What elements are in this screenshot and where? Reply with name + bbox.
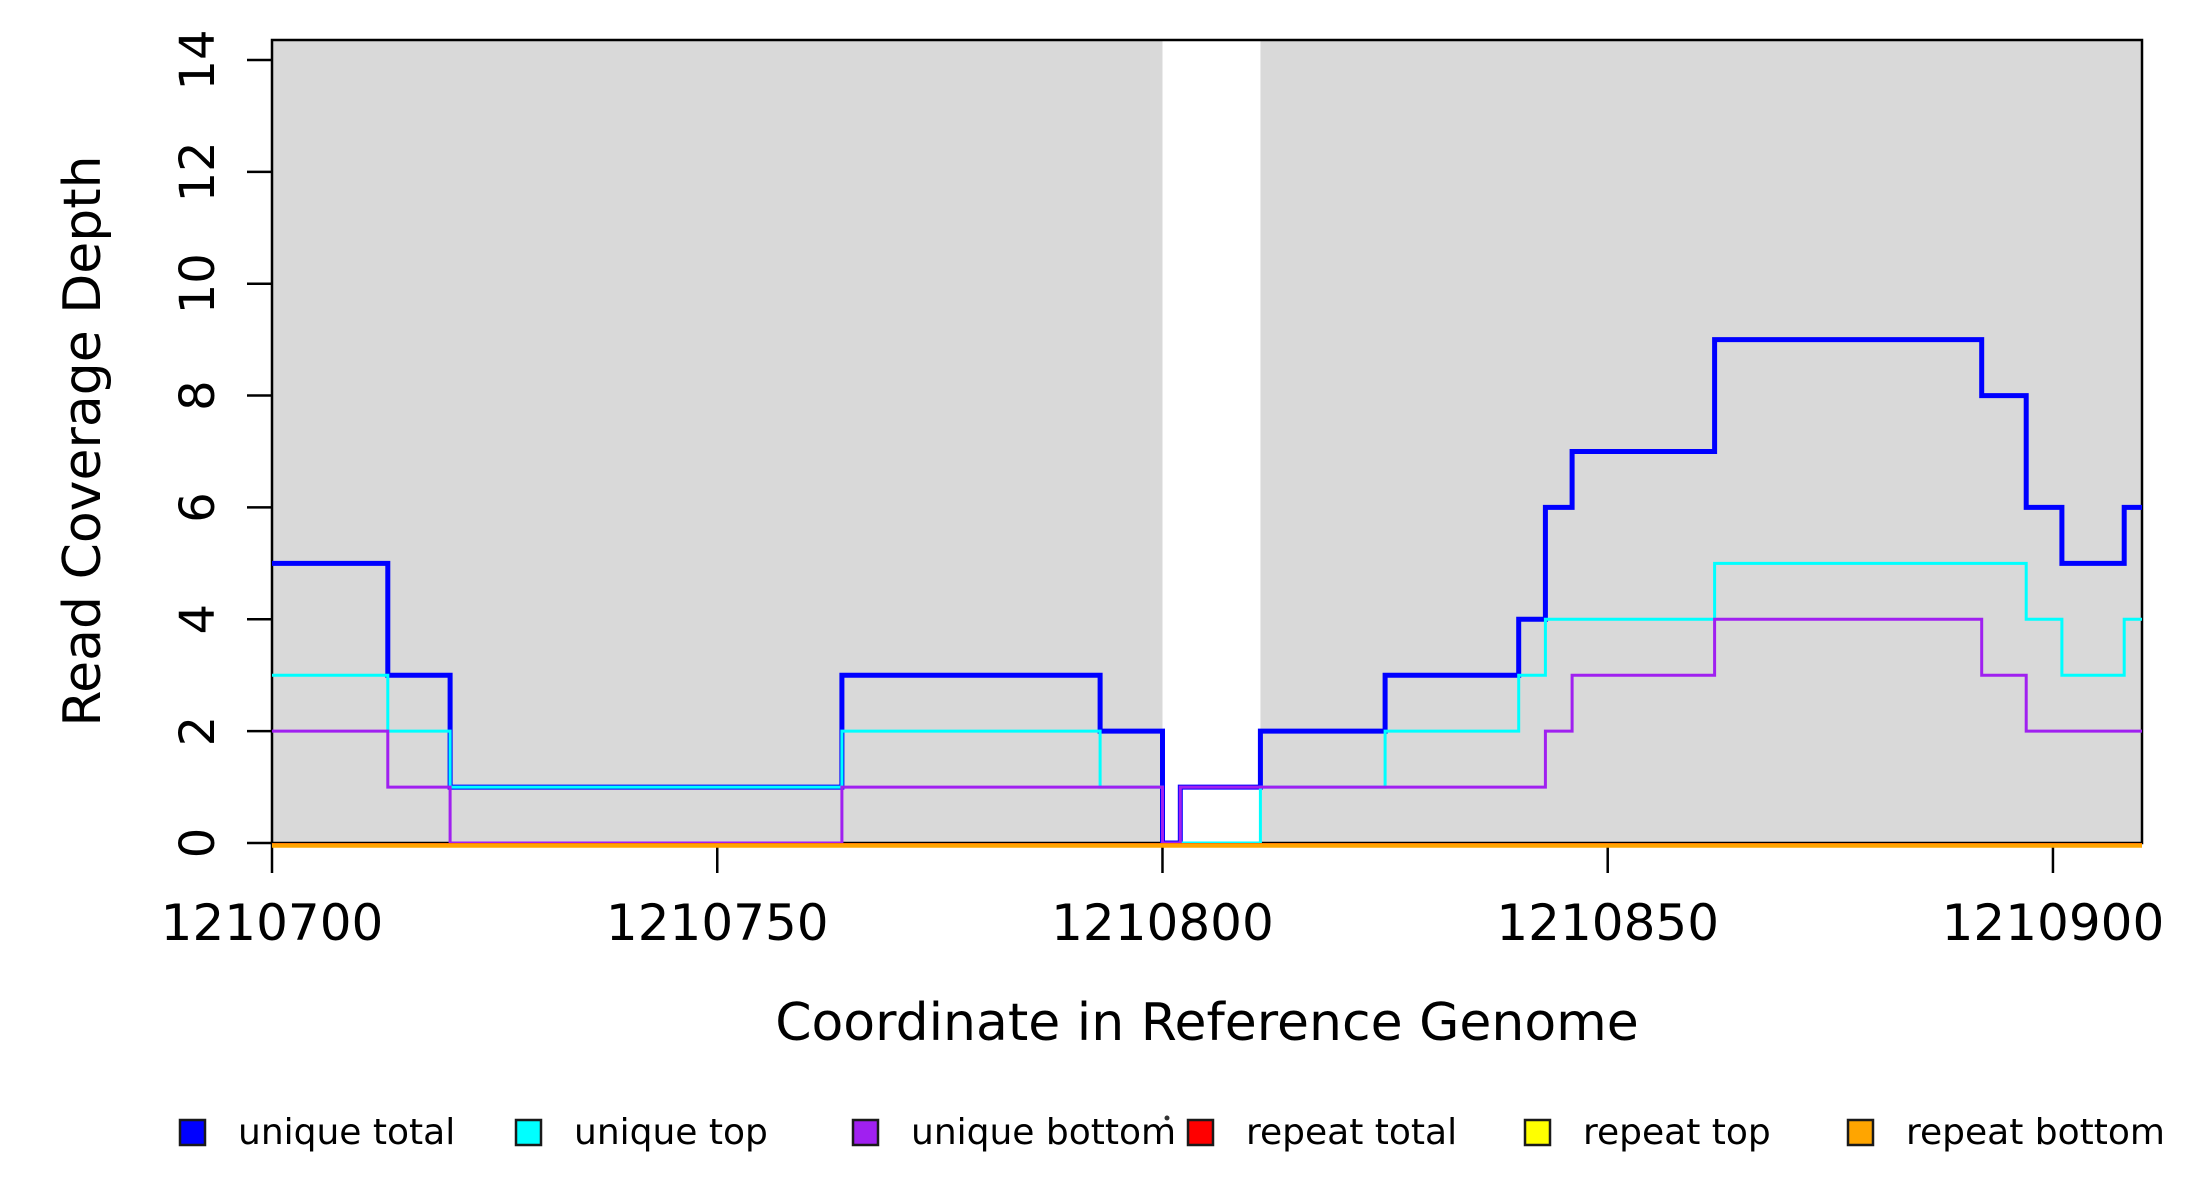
y-tick-label: 14 (170, 29, 226, 90)
legend-swatch-unique-top (514, 1118, 543, 1147)
y-tick-label: 2 (170, 716, 226, 747)
axis-ticks-layer: 0 2 4 6 8 10 12 14 1210700 1210750 1210800 1210850 1… (161, 29, 2165, 952)
series-line-unique-bottom (272, 617, 2142, 845)
shaded-region (272, 40, 1163, 843)
y-tick-label: 0 (170, 828, 226, 859)
legend-swatch-unique-total (178, 1118, 207, 1147)
legend-swatch-repeat-total (1186, 1118, 1215, 1147)
x-tick-label: 1210750 (606, 894, 829, 952)
series-line-unique-top (272, 561, 2142, 845)
y-axis-title: Read Coverage Depth (53, 155, 113, 726)
legend-label-unique-total: unique total (238, 1112, 455, 1153)
shaded-bands-layer (272, 40, 2142, 843)
y-tick-label: 12 (170, 141, 226, 202)
legend-label-unique-top: unique top (574, 1112, 768, 1153)
x-tick-label: 1210800 (1051, 894, 1274, 952)
y-tick-label: 8 (170, 380, 226, 411)
stray-dot-mark (1164, 1115, 1170, 1121)
y-tick-label: 6 (170, 492, 226, 523)
x-axis-title: Coordinate in Reference Genome (775, 993, 1639, 1053)
legend: unique total unique top unique bottom repea… (178, 1112, 2165, 1153)
x-tick-label: 1210700 (161, 894, 384, 952)
legend-swatch-repeat-top (1523, 1118, 1552, 1147)
series-lines-layer (272, 337, 2142, 848)
x-tick-label: 1210850 (1496, 894, 1719, 952)
legend-label-repeat-top: repeat top (1583, 1112, 1771, 1153)
legend-label-unique-bottom: unique bottom (911, 1112, 1176, 1153)
y-tick-label: 10 (170, 253, 226, 314)
shaded-region (1260, 40, 2142, 843)
legend-label-repeat-bottom: repeat bottom (1906, 1112, 2165, 1153)
legend-swatch-repeat-bottom (1846, 1118, 1875, 1147)
legend-label-repeat-total: repeat total (1246, 1112, 1457, 1153)
legend-swatch-unique-bottom (851, 1118, 880, 1147)
y-tick-label: 4 (170, 604, 226, 635)
x-tick-label: 1210900 (1942, 894, 2165, 952)
